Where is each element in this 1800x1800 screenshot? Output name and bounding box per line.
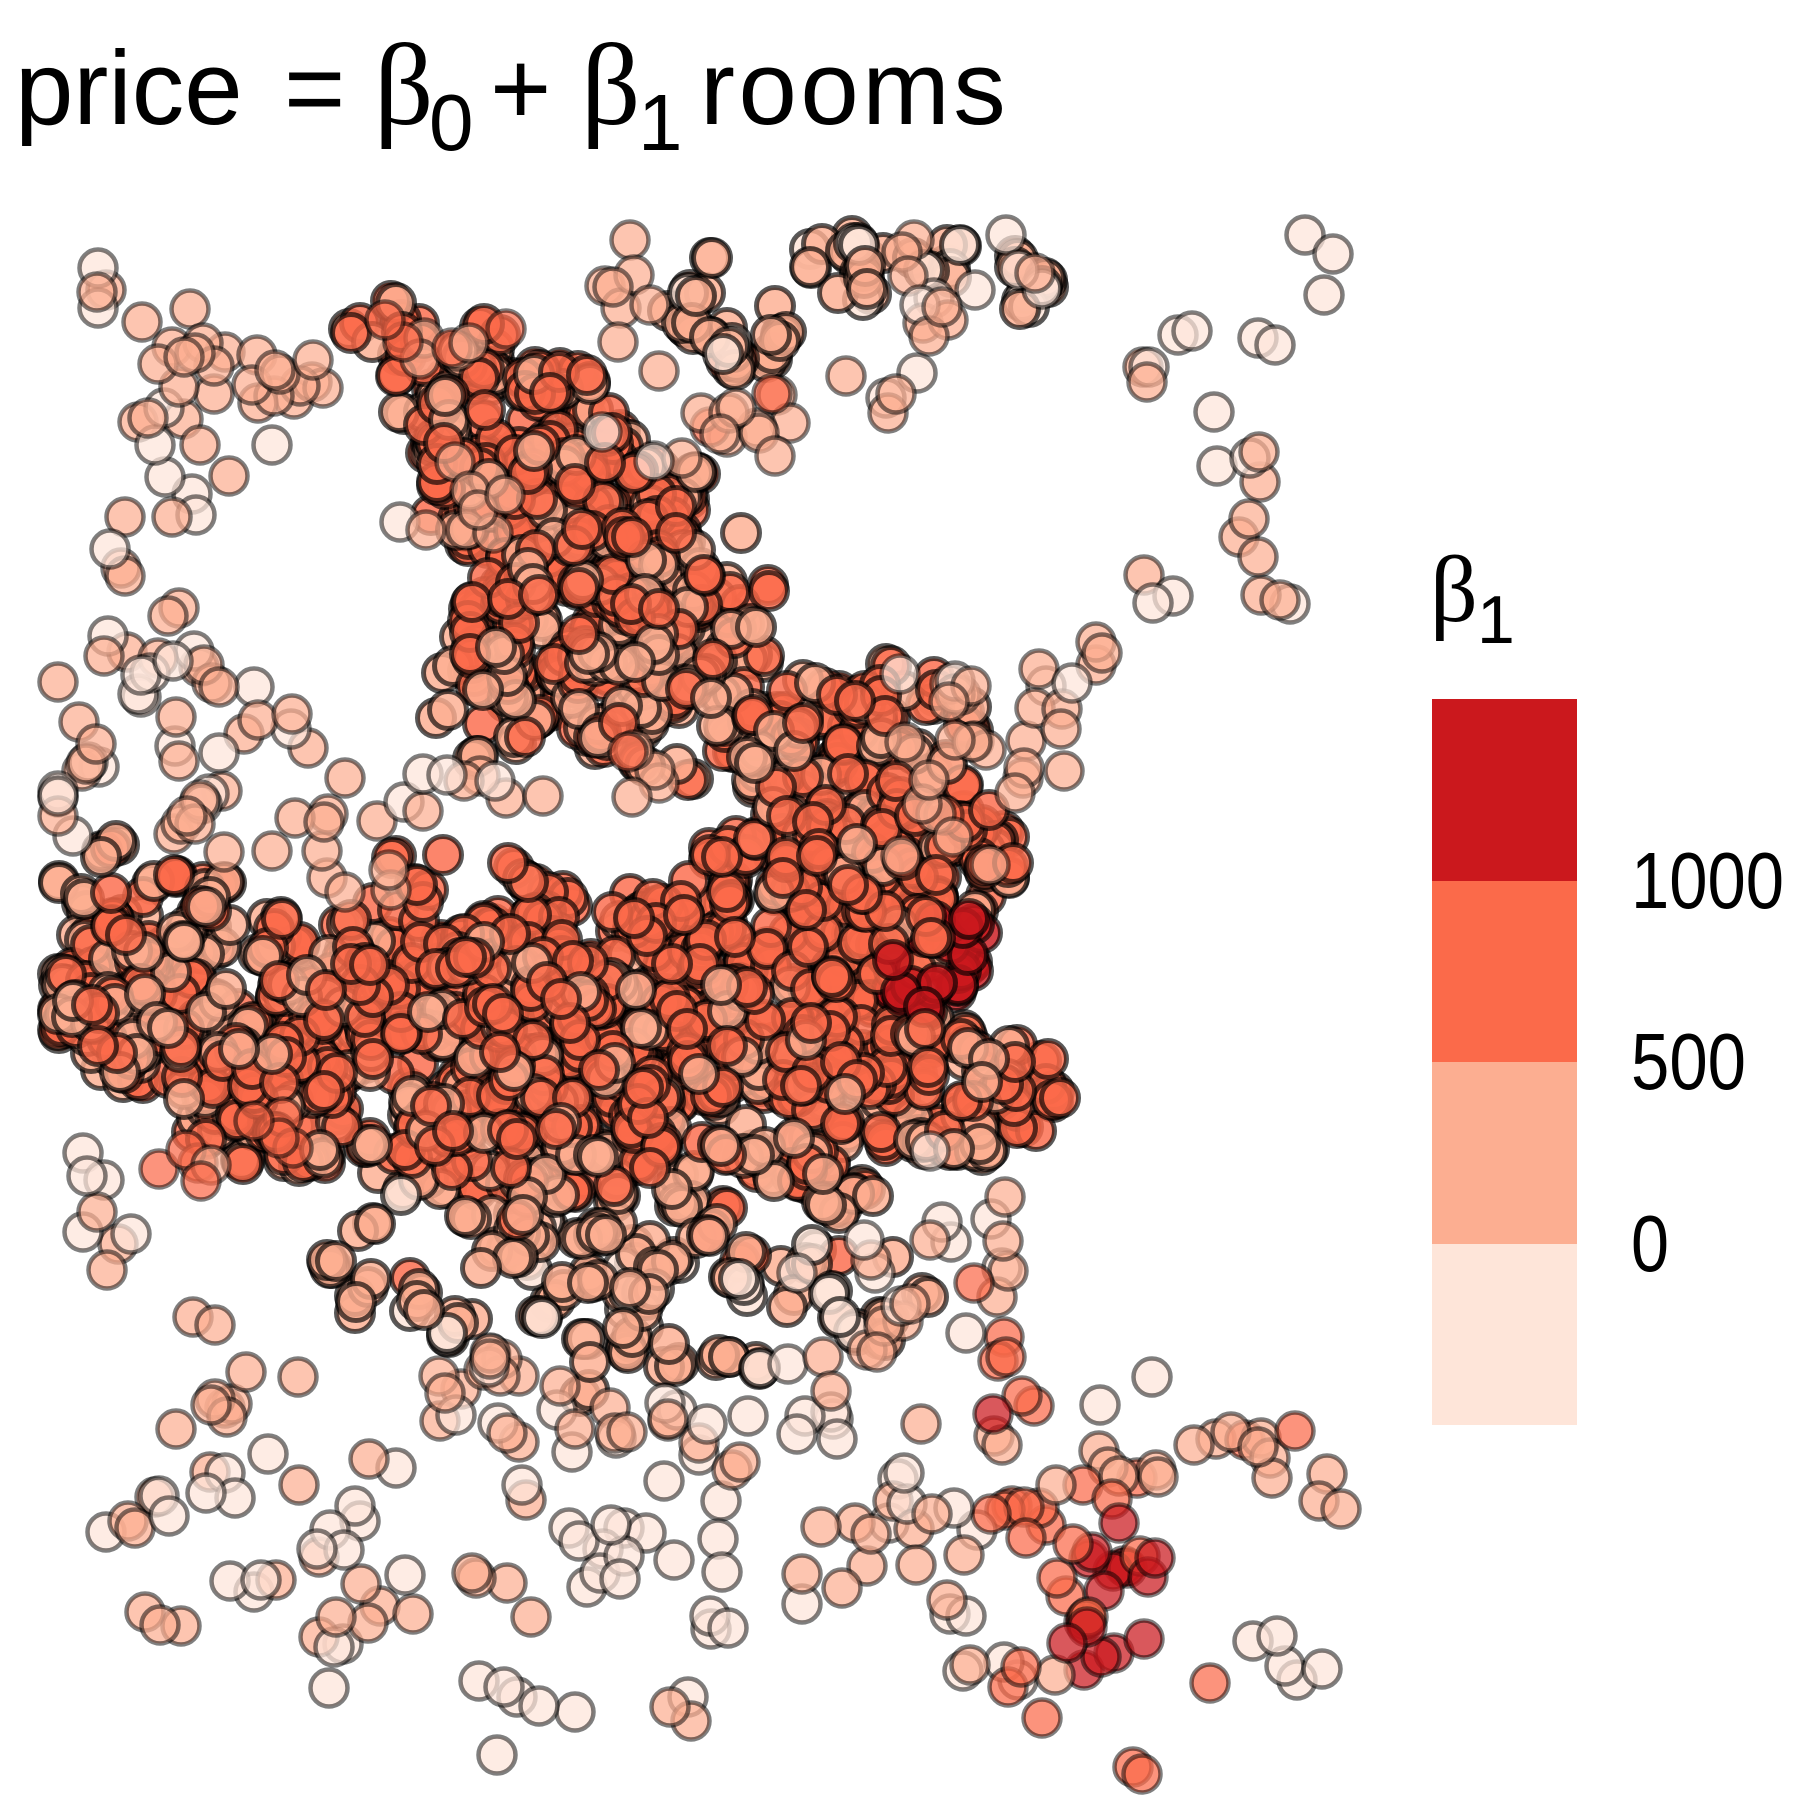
svg-text:β: β: [581, 21, 641, 150]
svg-text:β: β: [1430, 538, 1478, 642]
svg-text:1: 1: [1477, 582, 1515, 658]
svg-text:0: 0: [1631, 1199, 1669, 1288]
svg-text:0: 0: [429, 78, 474, 167]
svg-text:β: β: [374, 21, 434, 150]
svg-text:=: =: [284, 30, 345, 147]
svg-text:1000: 1000: [1631, 836, 1784, 925]
svg-text:price: price: [15, 30, 243, 147]
svg-text:1: 1: [638, 78, 683, 167]
svg-text:500: 500: [1631, 1017, 1746, 1106]
svg-text:rooms: rooms: [700, 30, 1009, 147]
svg-text:+: +: [490, 30, 551, 147]
